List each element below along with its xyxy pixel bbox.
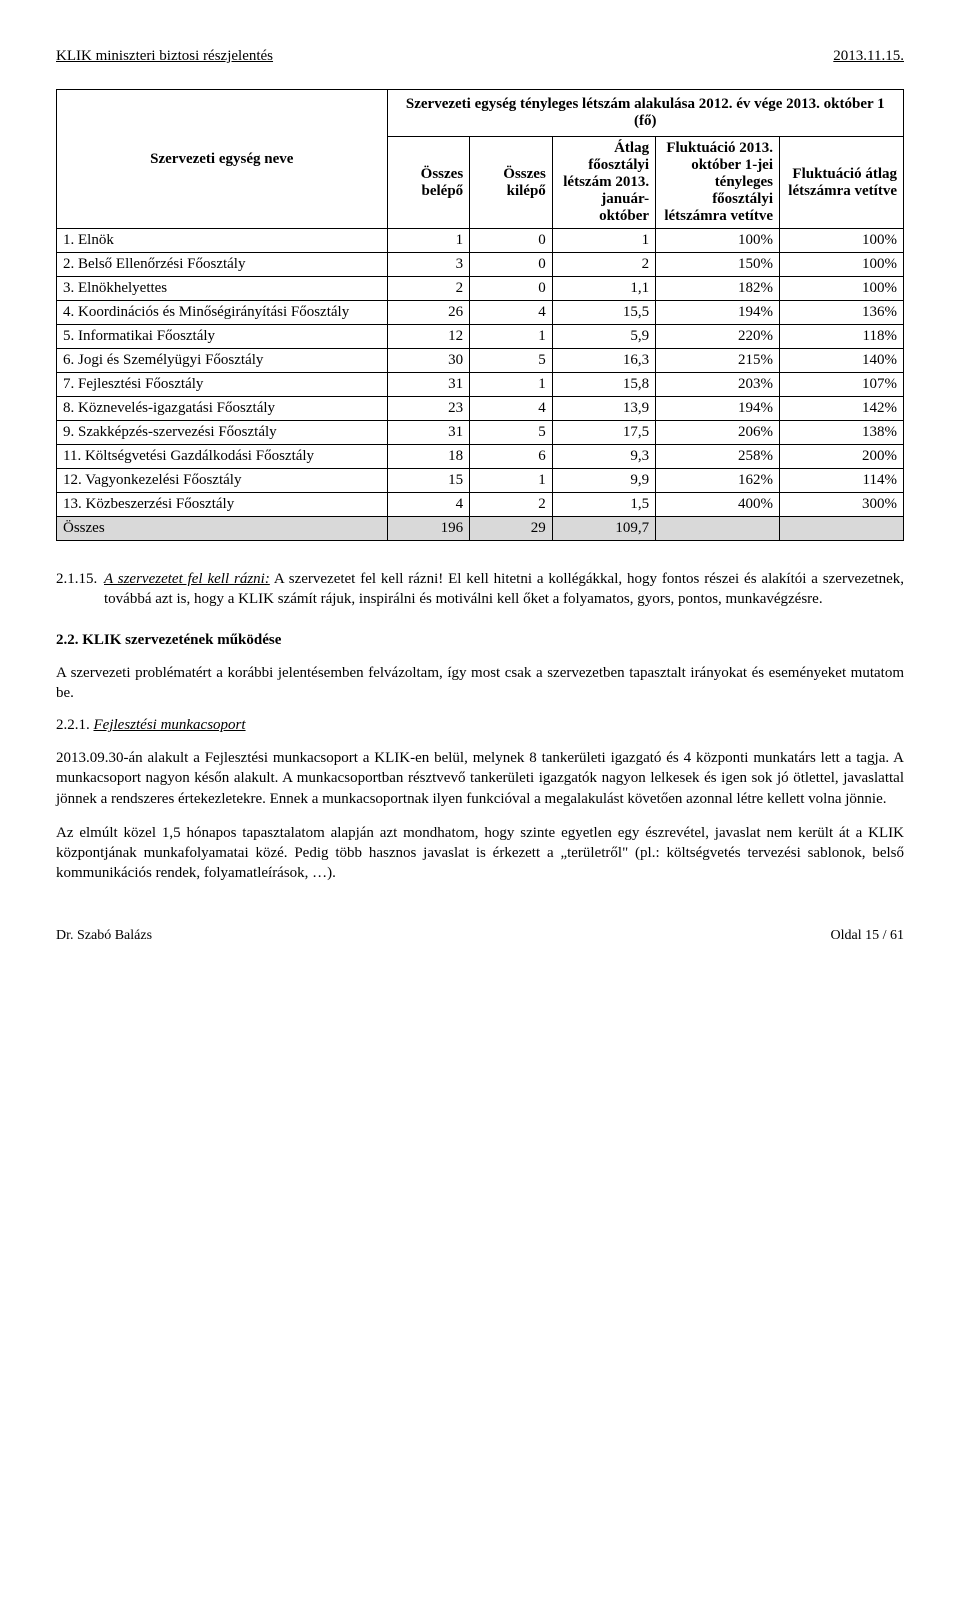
table-row: 2. Belső Ellenőrzési Főosztály 3 0 2 150… (57, 253, 904, 277)
table-row: 8. Köznevelés-igazgatási Főosztály 23 4 … (57, 397, 904, 421)
subsection-2-2-1-p1: 2013.09.30-án alakult a Fejlesztési munk… (56, 748, 904, 809)
table-row: 9. Szakképzés-szervezési Főosztály 31 5 … (57, 421, 904, 445)
table-row: 1. Elnök 1 0 1 100% 100% (57, 229, 904, 253)
table-row: 6. Jogi és Személyügyi Főosztály 30 5 16… (57, 349, 904, 373)
table-row: 13. Közbeszerzési Főosztály 4 2 1,5 400%… (57, 493, 904, 517)
paragraph-number: 2.1.15. (56, 569, 104, 589)
table-row: 11. Költségvetési Gazdálkodási Főosztály… (57, 445, 904, 469)
paragraph-lead: A szervezetet fel kell rázni: (104, 571, 270, 587)
table-row: 3. Elnökhelyettes 2 0 1,1 182% 100% (57, 277, 904, 301)
table-sum-row: Összes 196 29 109,7 (57, 517, 904, 541)
col-header-name: Szervezeti egység neve (57, 90, 388, 229)
table-row: 7. Fejlesztési Főosztály 31 1 15,8 203% … (57, 373, 904, 397)
header-right: 2013.11.15. (833, 48, 904, 65)
header-left: KLIK miniszteri biztosi részjelentés (56, 48, 273, 65)
table-row: 12. Vagyonkezelési Főosztály 15 1 9,9 16… (57, 469, 904, 493)
subsection-title-text: Fejlesztési munkacsoport (94, 717, 246, 733)
col-header-flux1: Fluktuáció 2013. október 1-jei tényleges… (656, 137, 780, 229)
table-caption: Szervezeti egység tényleges létszám alak… (387, 90, 903, 137)
table-row: 4. Koordinációs és Minőségirányítási Főo… (57, 301, 904, 325)
table-caption-row: Szervezeti egység neve Szervezeti egység… (57, 90, 904, 137)
col-header-belepo: Összes belépő (387, 137, 470, 229)
section-number: 2.2. (56, 632, 79, 648)
page-footer: Dr. Szabó Balázs Oldal 15 / 61 (56, 928, 904, 944)
col-header-avg: Átlag főosztályi létszám 2013. január-ok… (552, 137, 655, 229)
org-units-table: Szervezeti egység neve Szervezeti egység… (56, 89, 904, 541)
subsection-2-2-1-p2: Az elmúlt közel 1,5 hónapos tapasztalato… (56, 823, 904, 884)
subsection-2-2-1-title: 2.2.1. Fejlesztési munkacsoport (56, 717, 904, 734)
section-2-2-title: 2.2. KLIK szervezetének működése (56, 632, 904, 649)
table-row: 5. Informatikai Főosztály 12 1 5,9 220% … (57, 325, 904, 349)
section-title-text: KLIK szervezetének működése (79, 632, 282, 648)
footer-right: Oldal 15 / 61 (831, 928, 905, 944)
section-2-2-intro: A szervezeti problématért a korábbi jele… (56, 663, 904, 704)
paragraph-2-1-15: 2.1.15.A szervezetet fel kell rázni: A s… (56, 569, 904, 610)
footer-left: Dr. Szabó Balázs (56, 928, 152, 944)
col-header-flux2: Fluktuáció átlag létszámra vetítve (780, 137, 904, 229)
page-header: KLIK miniszteri biztosi részjelentés 201… (56, 48, 904, 65)
col-header-kilepo: Összes kilépő (470, 137, 553, 229)
subsection-number: 2.2.1. (56, 717, 90, 733)
